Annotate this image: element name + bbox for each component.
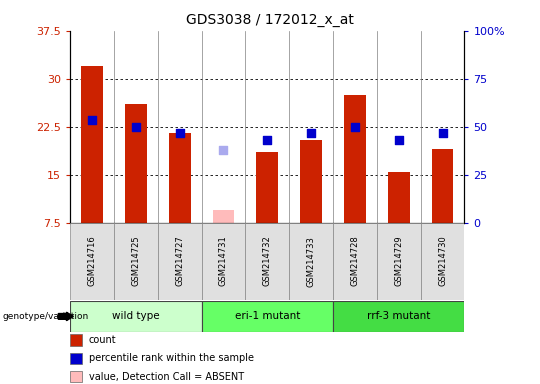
Bar	[81, 66, 103, 223]
Bar	[289, 223, 333, 300]
Bar	[333, 301, 464, 332]
Bar	[333, 223, 377, 300]
Bar	[70, 223, 114, 300]
Text: GSM214716: GSM214716	[87, 236, 97, 286]
Bar	[201, 223, 245, 300]
Text: GSM214730: GSM214730	[438, 236, 447, 286]
Point	[219, 147, 228, 153]
Point	[132, 124, 140, 130]
Text: GSM214733: GSM214733	[307, 236, 315, 286]
Bar	[388, 172, 410, 223]
Point	[176, 130, 184, 136]
Text: eri-1 mutant: eri-1 mutant	[234, 311, 300, 321]
Point	[394, 136, 403, 142]
Text: percentile rank within the sample: percentile rank within the sample	[89, 353, 254, 363]
Point	[307, 130, 315, 136]
Text: GSM214731: GSM214731	[219, 236, 228, 286]
Text: GDS3038 / 172012_x_at: GDS3038 / 172012_x_at	[186, 13, 354, 27]
Text: value, Detection Call = ABSENT: value, Detection Call = ABSENT	[89, 372, 244, 382]
Text: rrf-3 mutant: rrf-3 mutant	[367, 311, 430, 321]
Bar	[421, 223, 464, 300]
Text: GSM214729: GSM214729	[394, 236, 403, 286]
Text: GSM214727: GSM214727	[175, 236, 184, 286]
Text: wild type: wild type	[112, 311, 160, 321]
Bar	[158, 223, 201, 300]
Text: GSM214732: GSM214732	[263, 236, 272, 286]
Text: GSM214728: GSM214728	[350, 236, 360, 286]
Bar	[245, 223, 289, 300]
Bar	[344, 95, 366, 223]
Bar	[125, 104, 147, 223]
Bar	[201, 301, 333, 332]
Point	[263, 136, 272, 142]
Point	[88, 117, 97, 123]
Text: genotype/variation: genotype/variation	[3, 312, 89, 321]
Bar	[431, 149, 454, 223]
Bar	[300, 139, 322, 223]
Bar	[114, 223, 158, 300]
Bar	[70, 301, 201, 332]
Bar	[377, 223, 421, 300]
Bar	[168, 133, 191, 223]
Bar	[213, 210, 234, 223]
Point	[438, 130, 447, 136]
Text: count: count	[89, 335, 116, 345]
Bar	[256, 152, 278, 223]
Point	[350, 124, 359, 130]
Text: GSM214725: GSM214725	[131, 236, 140, 286]
